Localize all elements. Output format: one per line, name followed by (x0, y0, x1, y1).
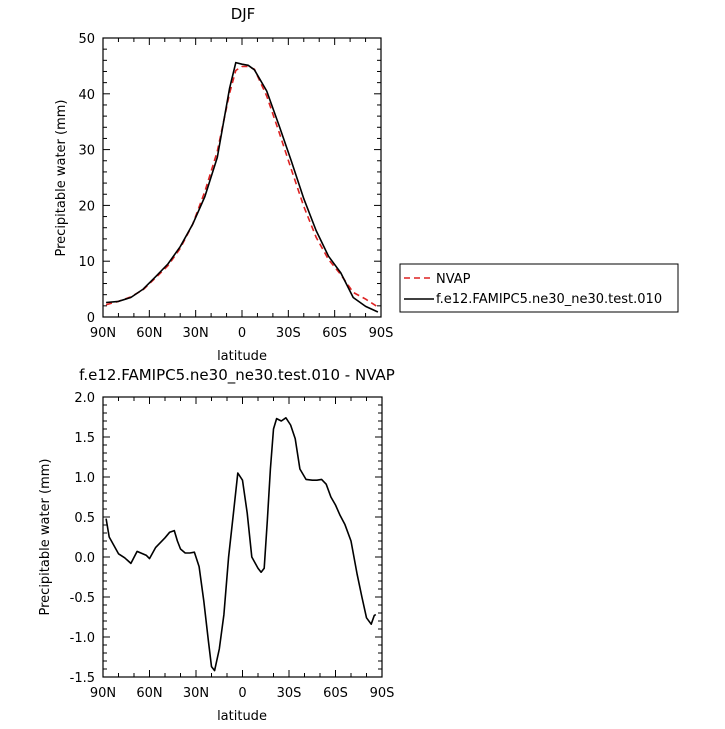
top-panel: DJF 90N 60N 30N 0 30S 60S 90S 0 10 20 30 40 50 lati… (54, 5, 393, 364)
x-tick-label: 30S (277, 686, 302, 701)
y-tick-label: 40 (78, 88, 95, 103)
x-tick-label: 0 (238, 686, 246, 701)
y-tick-label: 0.5 (74, 511, 95, 526)
bottom-x-tick-labels: 90N 60N 30N 0 30S 60S 90S (90, 686, 395, 701)
y-tick-label: 1.5 (74, 431, 95, 446)
top-x-axis-label: latitude (217, 349, 267, 364)
y-tick-label: 10 (78, 255, 95, 270)
x-tick-label: 60N (136, 686, 162, 701)
y-tick-label: 50 (78, 32, 95, 47)
bottom-y-axis-label: Precipitable water (mm) (38, 459, 53, 616)
x-tick-label: 90N (90, 326, 116, 341)
series-line-nvap (105, 65, 379, 308)
bottom-x-axis-label: latitude (217, 709, 267, 724)
x-tick-label: 0 (238, 326, 246, 341)
x-tick-label: 30N (183, 326, 209, 341)
x-tick-label: 30S (276, 326, 301, 341)
top-y-axis-label: Precipitable water (mm) (54, 100, 69, 257)
top-ticks (102, 37, 382, 318)
top-y-tick-labels: 0 10 20 30 40 50 (78, 32, 95, 326)
top-x-tick-labels: 90N 60N 30N 0 30S 60S 90S (90, 326, 394, 341)
bottom-plot-frame (102, 396, 383, 678)
bottom-panel-title: f.e12.FAMIPC5.ne30_ne30.test.010 - NVAP (79, 366, 395, 385)
legend-box (399, 263, 679, 313)
y-tick-label: -0.5 (70, 591, 95, 606)
x-tick-label: 60N (136, 326, 162, 341)
x-tick-label: 90N (90, 686, 116, 701)
y-tick-label: 1.0 (74, 471, 95, 486)
y-tick-label: 2.0 (74, 391, 95, 406)
y-tick-label: 20 (78, 199, 95, 214)
bottom-y-tick-labels: -1.5 -1.0 -0.5 0.0 0.5 1.0 1.5 2.0 (70, 391, 95, 686)
x-tick-label: 90S (370, 686, 395, 701)
series-line-difference (105, 416, 377, 672)
legend: NVAP f.e12.FAMIPC5.ne30_ne30.test.010 (399, 263, 679, 313)
y-tick-label: -1.5 (70, 671, 95, 686)
x-tick-label: 30N (183, 686, 209, 701)
legend-label-nvap: NVAP (436, 272, 471, 287)
bottom-series-lines (105, 416, 377, 672)
y-tick-label: 0.0 (74, 551, 95, 566)
y-tick-label: -1.0 (70, 631, 95, 646)
legend-label-model: f.e12.FAMIPC5.ne30_ne30.test.010 (436, 292, 662, 307)
x-tick-label: 90S (369, 326, 394, 341)
x-tick-label: 60S (322, 326, 347, 341)
bottom-ticks (102, 396, 383, 678)
top-plot-frame (102, 37, 382, 318)
x-tick-label: 60S (323, 686, 348, 701)
y-tick-label: 0 (87, 311, 95, 326)
bottom-panel: f.e12.FAMIPC5.ne30_ne30.test.010 - NVAP … (38, 366, 395, 724)
top-series-lines (105, 61, 379, 313)
y-tick-label: 30 (78, 144, 95, 159)
series-line-f-e12-famipc5-ne30-ne30-test-010 (106, 61, 379, 313)
top-panel-title: DJF (231, 5, 256, 23)
